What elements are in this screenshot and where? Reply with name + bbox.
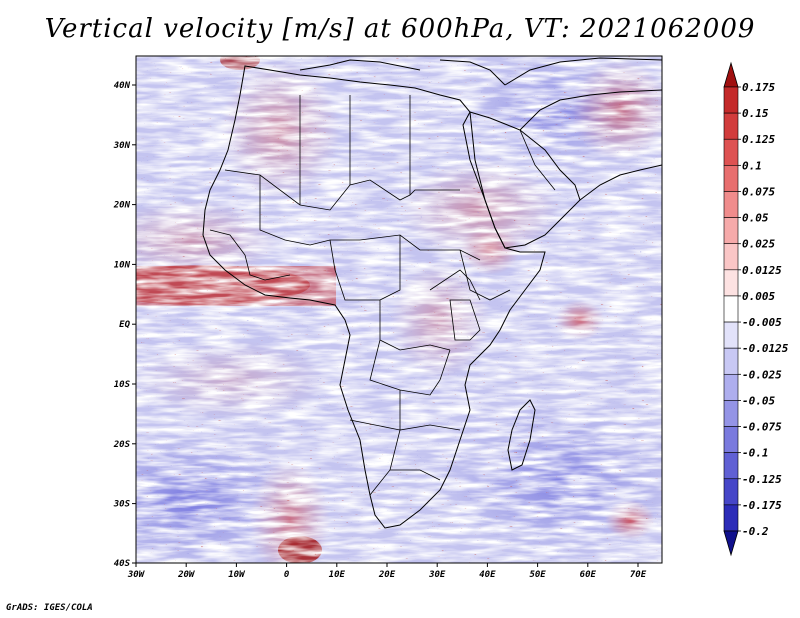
colorbar-top-arrow: [723, 61, 739, 88]
coastlines: [202, 57, 662, 529]
lon-label: 20W: [177, 570, 196, 580]
colorbar-label: 0.125: [742, 133, 775, 146]
lat-label: 10S: [114, 380, 131, 390]
lat-label: 30N: [113, 141, 131, 151]
colorbar-label: -0.2: [742, 525, 769, 538]
colorbar-label: -0.05: [742, 394, 775, 407]
colorbar-label: 0.025: [742, 238, 775, 251]
colorbar-swatch: [723, 400, 739, 427]
colorbar-label: -0.075: [742, 421, 782, 434]
lat-label: 10N: [114, 260, 131, 270]
colorbar-label: 0.175: [742, 81, 775, 94]
lat-label: 30S: [113, 500, 131, 510]
colorbar: 0.175 0.15 0.125 0.1 0.075 0.05 0.025 0.0125 0.0…: [723, 61, 789, 557]
colorbar-swatch: [723, 321, 739, 349]
colorbar-bottom-arrow: [723, 530, 739, 557]
colorbar-label: 0.05: [742, 212, 769, 225]
lon-label: 0: [284, 570, 290, 580]
lat-label: 20N: [113, 201, 131, 211]
colorbar-swatch: [723, 504, 739, 532]
colorbar-label: 0.005: [742, 290, 775, 303]
lat-label: 40S: [114, 559, 131, 569]
colorbar-swatch: [723, 112, 739, 140]
colorbar-label: 0.075: [742, 185, 775, 198]
country-borders: [209, 95, 556, 496]
lon-label: 70E: [630, 570, 647, 580]
colorbar-swatch: [723, 478, 739, 506]
colorbar-swatch: [723, 165, 739, 192]
colorbar-swatch: [723, 217, 739, 245]
colorbar-swatch: [723, 373, 739, 401]
lat-label: EQ: [119, 320, 130, 330]
colorbar-label: -0.125: [742, 473, 782, 486]
colorbar-swatch: [723, 426, 739, 453]
colorbar-label: -0.0125: [742, 342, 789, 355]
lon-label: 20E: [378, 570, 396, 580]
colorbar-label: 0.1: [742, 159, 762, 172]
lon-label: 50E: [529, 570, 546, 580]
colorbar-swatch: [723, 86, 739, 114]
colorbar-swatch: [723, 138, 739, 166]
colorbar-label: -0.1: [742, 447, 769, 460]
credit-text: GrADS: IGES/COLA: [6, 603, 93, 613]
colorbar-label: -0.175: [742, 499, 782, 512]
colorbar-label: 0.0125: [742, 264, 782, 277]
lon-label: 60E: [580, 570, 597, 580]
lon-label: 30W: [127, 570, 146, 580]
map-frame: [135, 55, 663, 564]
lon-label: 40E: [479, 570, 496, 580]
colorbar-swatch: [723, 347, 739, 375]
lat-label: 40N: [114, 81, 131, 91]
colorbar-swatch: [723, 295, 739, 323]
colorbar-label: -0.005: [742, 316, 782, 329]
chart-title: Vertical velocity [m/s] at 600hPa, VT: 2…: [44, 14, 756, 44]
colorbar-swatch: [723, 191, 739, 218]
velocity-field: [136, 56, 662, 563]
lat-label: 20S: [113, 440, 131, 450]
lon-label: 30E: [428, 570, 446, 580]
colorbar-swatch: [723, 269, 739, 297]
lon-label: 10W: [228, 570, 246, 580]
colorbar-label: -0.025: [742, 368, 782, 381]
colorbar-swatch: [723, 243, 739, 271]
lon-label: 10E: [329, 570, 346, 580]
colorbar-swatch: [723, 452, 739, 480]
colorbar-label: 0.15: [742, 107, 769, 120]
